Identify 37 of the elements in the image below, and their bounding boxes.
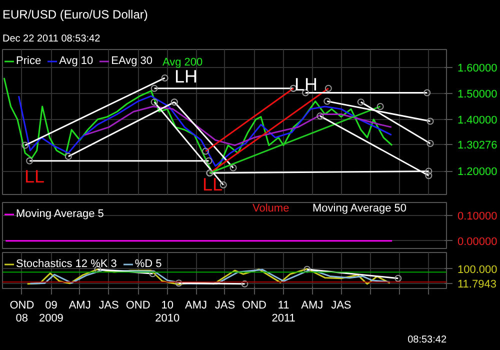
annotation: Moving Average 50 [312, 202, 406, 214]
x-tick-label: JAS [98, 300, 119, 312]
x-tick-label: JAS [214, 300, 236, 312]
annotation: LH [294, 74, 318, 94]
y-tick-label: 100.000 [458, 264, 498, 276]
legend-label: Stochastics 12 %K 3 [16, 258, 117, 270]
legend-label: Avg 10 [59, 55, 94, 67]
x-tick-label: OND 08 [10, 300, 34, 325]
annotation: LL [24, 166, 45, 186]
y-tick-label: 1.40000 [458, 114, 498, 126]
y-tick-label: 0.10000 [458, 210, 498, 222]
legend-label: Price [16, 55, 42, 67]
x-tick-label: 10 2010 [155, 300, 180, 325]
y-tick-label: 11.7943 [458, 278, 496, 290]
x-tick-label: AMJ [185, 300, 208, 312]
chart-subtitle: Dec 22 2011 08:53:42 [2, 34, 101, 44]
x-tick-label: AMJ [68, 300, 91, 312]
x-tick-label: OND [242, 300, 267, 312]
chart-title: EUR/USD (Euro/US Dollar) [2, 8, 148, 22]
annotation: LH [174, 66, 198, 86]
x-tick-label: AMJ [301, 300, 324, 312]
legend-label: Moving Average 5 [16, 208, 104, 220]
x-tick-label: 11 2011 [272, 300, 296, 325]
legend-label: EAvg 30 [111, 55, 153, 67]
y-tick-label: 1.30276 [458, 140, 498, 152]
annotation: Volume [252, 202, 290, 214]
x-tick-label: OND [126, 300, 150, 312]
x-tick-label: 09 2009 [38, 300, 64, 325]
annotation: LL [202, 174, 223, 194]
legend-label: %D 5 [134, 258, 162, 270]
text: 08:53:42 [408, 334, 447, 346]
y-tick-label: 1.50000 [458, 88, 498, 101]
y-tick-label: 1.20000 [458, 166, 498, 178]
y-tick-label: 1.60000 [458, 62, 498, 75]
y-tick-label: 0.00000 [458, 236, 498, 248]
x-tick-label: JAS [331, 300, 352, 312]
annotation: Avg 200 [162, 56, 203, 68]
